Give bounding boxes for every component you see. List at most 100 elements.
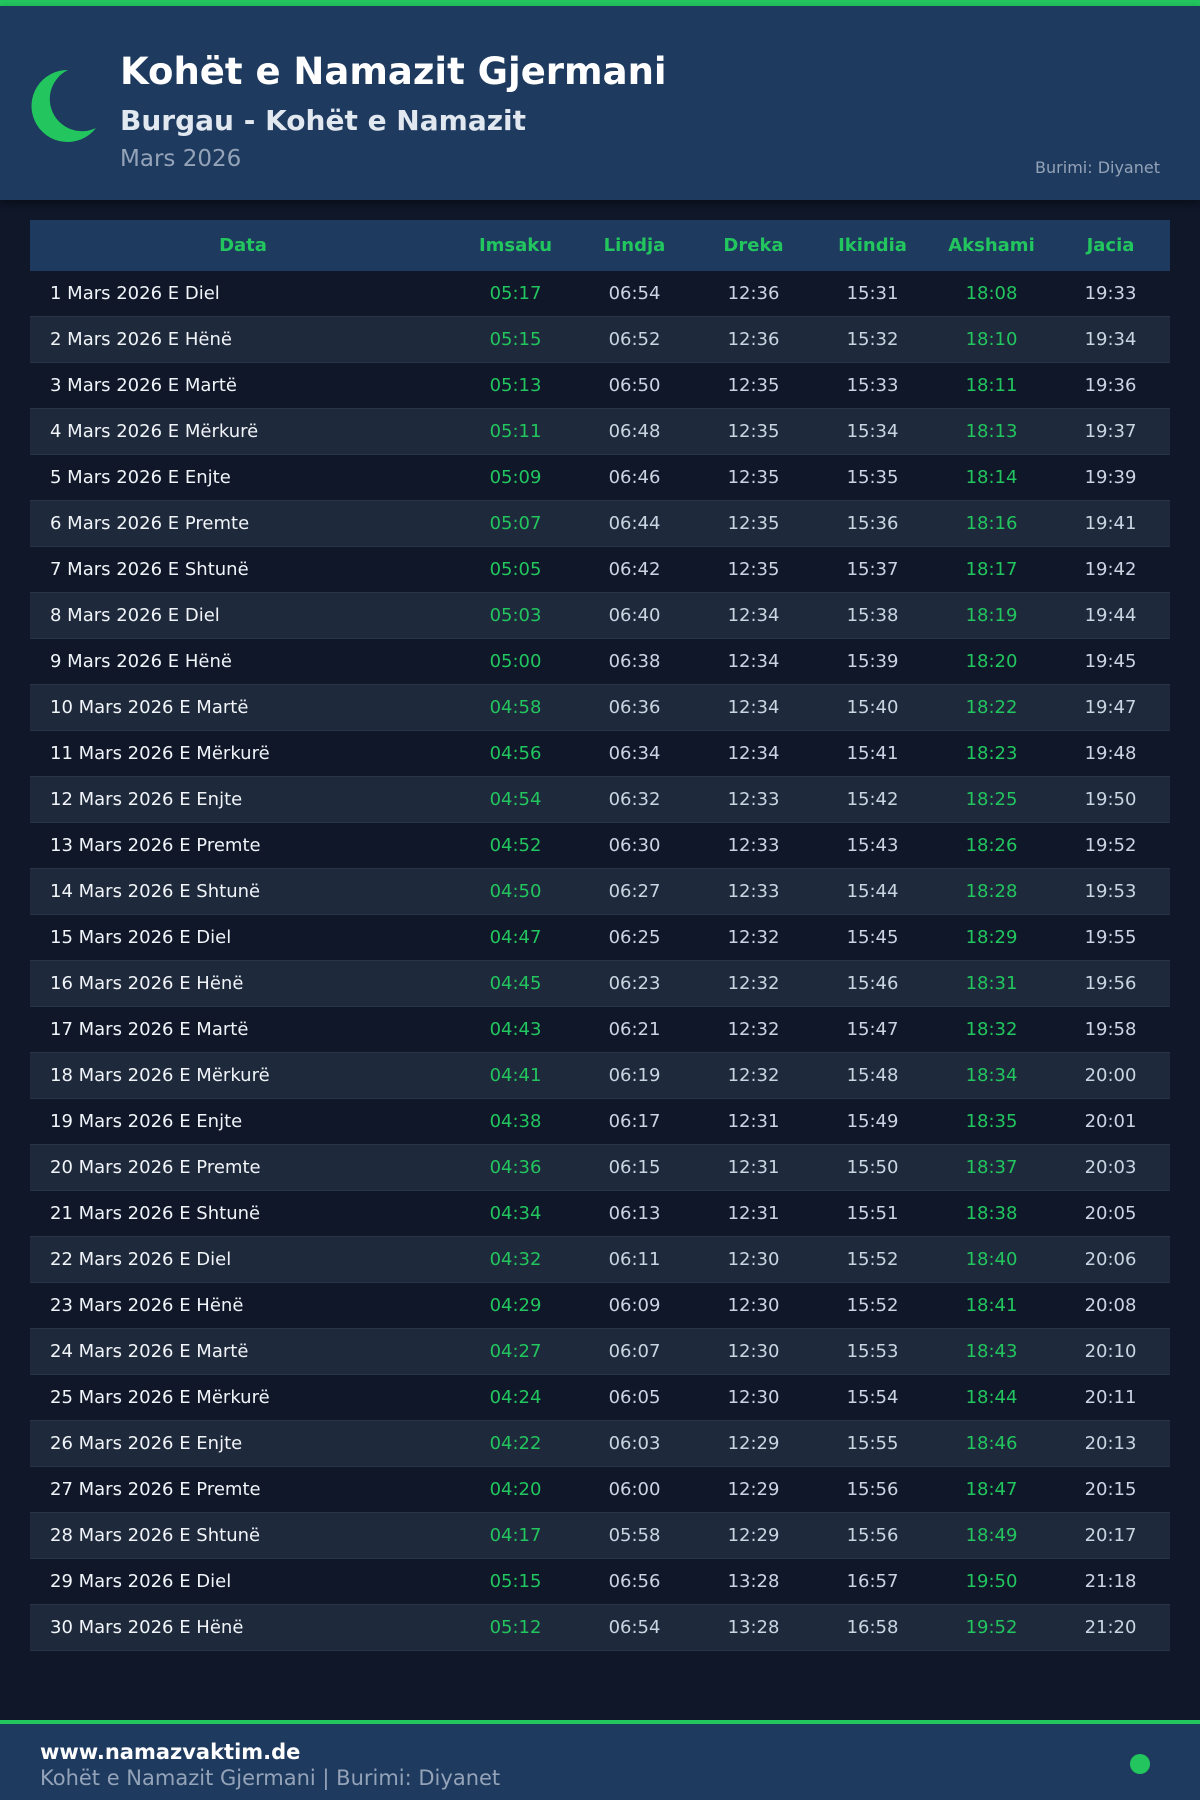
time-cell-ikindia: 15:33 xyxy=(846,375,899,396)
time-cell-ikindia: 15:56 xyxy=(846,1525,899,1546)
time-cell-imsaku: 04:41 xyxy=(489,1065,542,1086)
time-cell-dreka: 12:34 xyxy=(727,697,780,718)
top-accent-bar xyxy=(0,0,1200,6)
prayer-times-table: Data Imsaku Lindja Dreka Ikindia Akshami Jacia… xyxy=(30,220,1170,1651)
time-cell-imsaku: 04:24 xyxy=(489,1387,542,1408)
time-cell-imsaku: 04:20 xyxy=(489,1479,542,1500)
time-cell-akshami: 18:14 xyxy=(965,467,1018,488)
time-cell-imsaku: 04:32 xyxy=(489,1249,542,1270)
time-cell-lindja: 06:56 xyxy=(608,1571,661,1592)
time-cell-imsaku: 04:56 xyxy=(489,743,542,764)
time-cell-dreka: 12:33 xyxy=(727,835,780,856)
footer-site-link[interactable]: www.namazvaktim.de xyxy=(40,1740,301,1764)
time-cell-dreka: 12:32 xyxy=(727,1019,780,1040)
time-cell-akshami: 18:47 xyxy=(965,1479,1018,1500)
time-cell-jacia: 20:17 xyxy=(1084,1525,1137,1546)
time-cell-lindja: 06:50 xyxy=(608,375,661,396)
time-cell-akshami: 18:20 xyxy=(965,651,1018,672)
time-cell-lindja: 06:46 xyxy=(608,467,661,488)
column-header-lindja: Lindja xyxy=(603,235,666,256)
time-cell-akshami: 18:38 xyxy=(965,1203,1018,1224)
table-row: 10 Mars 2026 E Martë 04:58 06:36 12:34 15:40… xyxy=(30,685,1170,731)
date-cell: 7 Mars 2026 E Shtunë xyxy=(50,559,249,580)
date-cell: 29 Mars 2026 E Diel xyxy=(50,1571,232,1592)
time-cell-akshami: 18:34 xyxy=(965,1065,1018,1086)
table-row: 17 Mars 2026 E Martë 04:43 06:21 12:32 15:47… xyxy=(30,1007,1170,1053)
date-cell: 20 Mars 2026 E Premte xyxy=(50,1157,261,1178)
time-cell-imsaku: 05:13 xyxy=(489,375,542,396)
time-cell-lindja: 06:38 xyxy=(608,651,661,672)
time-cell-jacia: 19:36 xyxy=(1084,375,1137,396)
column-header-jacia: Jacia xyxy=(1086,235,1135,256)
time-cell-ikindia: 15:47 xyxy=(846,1019,899,1040)
time-cell-imsaku: 04:38 xyxy=(489,1111,542,1132)
time-cell-ikindia: 15:46 xyxy=(846,973,899,994)
time-cell-jacia: 21:18 xyxy=(1084,1571,1137,1592)
time-cell-lindja: 06:13 xyxy=(608,1203,661,1224)
time-cell-dreka: 12:29 xyxy=(727,1525,780,1546)
time-cell-ikindia: 15:36 xyxy=(846,513,899,534)
time-cell-jacia: 19:56 xyxy=(1084,973,1137,994)
table-row: 9 Mars 2026 E Hënë 05:00 06:38 12:34 15:39 18… xyxy=(30,639,1170,685)
date-cell: 8 Mars 2026 E Diel xyxy=(50,605,220,626)
time-cell-imsaku: 04:36 xyxy=(489,1157,542,1178)
table-row: 25 Mars 2026 E Mërkurë 04:24 06:05 12:30 15:… xyxy=(30,1375,1170,1421)
table-row: 21 Mars 2026 E Shtunë 04:34 06:13 12:31 15:5… xyxy=(30,1191,1170,1237)
time-cell-dreka: 12:35 xyxy=(727,467,780,488)
time-cell-jacia: 19:33 xyxy=(1084,283,1137,304)
time-cell-lindja: 06:34 xyxy=(608,743,661,764)
time-cell-ikindia: 15:53 xyxy=(846,1341,899,1362)
page-title: Kohët e Namazit Gjermani xyxy=(120,50,667,93)
time-cell-akshami: 18:49 xyxy=(965,1525,1018,1546)
time-cell-dreka: 12:29 xyxy=(727,1433,780,1454)
time-cell-imsaku: 04:47 xyxy=(489,927,542,948)
time-cell-lindja: 06:19 xyxy=(608,1065,661,1086)
time-cell-akshami: 18:22 xyxy=(965,697,1018,718)
time-cell-lindja: 06:17 xyxy=(608,1111,661,1132)
time-cell-akshami: 18:37 xyxy=(965,1157,1018,1178)
time-cell-imsaku: 05:00 xyxy=(489,651,542,672)
time-cell-dreka: 12:31 xyxy=(727,1203,780,1224)
time-cell-ikindia: 15:39 xyxy=(846,651,899,672)
column-header-data: Data xyxy=(219,235,267,256)
time-cell-lindja: 05:58 xyxy=(608,1525,661,1546)
time-cell-jacia: 20:00 xyxy=(1084,1065,1137,1086)
table-row: 30 Mars 2026 E Hënë 05:12 06:54 13:28 16:58 1… xyxy=(30,1605,1170,1651)
time-cell-ikindia: 15:48 xyxy=(846,1065,899,1086)
time-cell-dreka: 12:34 xyxy=(727,605,780,626)
date-cell: 22 Mars 2026 E Diel xyxy=(50,1249,232,1270)
time-cell-ikindia: 15:45 xyxy=(846,927,899,948)
time-cell-lindja: 06:07 xyxy=(608,1341,661,1362)
time-cell-dreka: 12:32 xyxy=(727,1065,780,1086)
time-cell-ikindia: 15:55 xyxy=(846,1433,899,1454)
table-row: 5 Mars 2026 E Enjte 05:09 06:46 12:35 15:35 1… xyxy=(30,455,1170,501)
date-cell: 5 Mars 2026 E Enjte xyxy=(50,467,231,488)
time-cell-jacia: 20:08 xyxy=(1084,1295,1137,1316)
time-cell-akshami: 18:08 xyxy=(965,283,1018,304)
time-cell-jacia: 21:20 xyxy=(1084,1617,1137,1638)
time-cell-ikindia: 15:52 xyxy=(846,1249,899,1270)
time-cell-akshami: 18:23 xyxy=(965,743,1018,764)
time-cell-jacia: 19:39 xyxy=(1084,467,1137,488)
date-cell: 6 Mars 2026 E Premte xyxy=(50,513,250,534)
time-cell-jacia: 19:50 xyxy=(1084,789,1137,810)
time-cell-dreka: 12:32 xyxy=(727,973,780,994)
table-row: 18 Mars 2026 E Mërkurë 04:41 06:19 12:32 15:… xyxy=(30,1053,1170,1099)
time-cell-ikindia: 15:34 xyxy=(846,421,899,442)
time-cell-jacia: 19:44 xyxy=(1084,605,1137,626)
time-cell-ikindia: 15:32 xyxy=(846,329,899,350)
page-footer: www.namazvaktim.de Kohët e Namazit Gjerm… xyxy=(0,1720,1200,1800)
time-cell-akshami: 18:25 xyxy=(965,789,1018,810)
time-cell-jacia: 19:58 xyxy=(1084,1019,1137,1040)
table-row: 16 Mars 2026 E Hënë 04:45 06:23 12:32 15:46 1… xyxy=(30,961,1170,1007)
time-cell-ikindia: 15:43 xyxy=(846,835,899,856)
table-row: 19 Mars 2026 E Enjte 04:38 06:17 12:31 15:49… xyxy=(30,1099,1170,1145)
time-cell-lindja: 06:48 xyxy=(608,421,661,442)
table-row: 11 Mars 2026 E Mërkurë 04:56 06:34 12:34 15:… xyxy=(30,731,1170,777)
date-cell: 13 Mars 2026 E Premte xyxy=(50,835,261,856)
time-cell-jacia: 19:45 xyxy=(1084,651,1137,672)
time-cell-imsaku: 04:27 xyxy=(489,1341,542,1362)
time-cell-imsaku: 04:58 xyxy=(489,697,542,718)
date-cell: 12 Mars 2026 E Enjte xyxy=(50,789,243,810)
time-cell-ikindia: 16:58 xyxy=(846,1617,899,1638)
